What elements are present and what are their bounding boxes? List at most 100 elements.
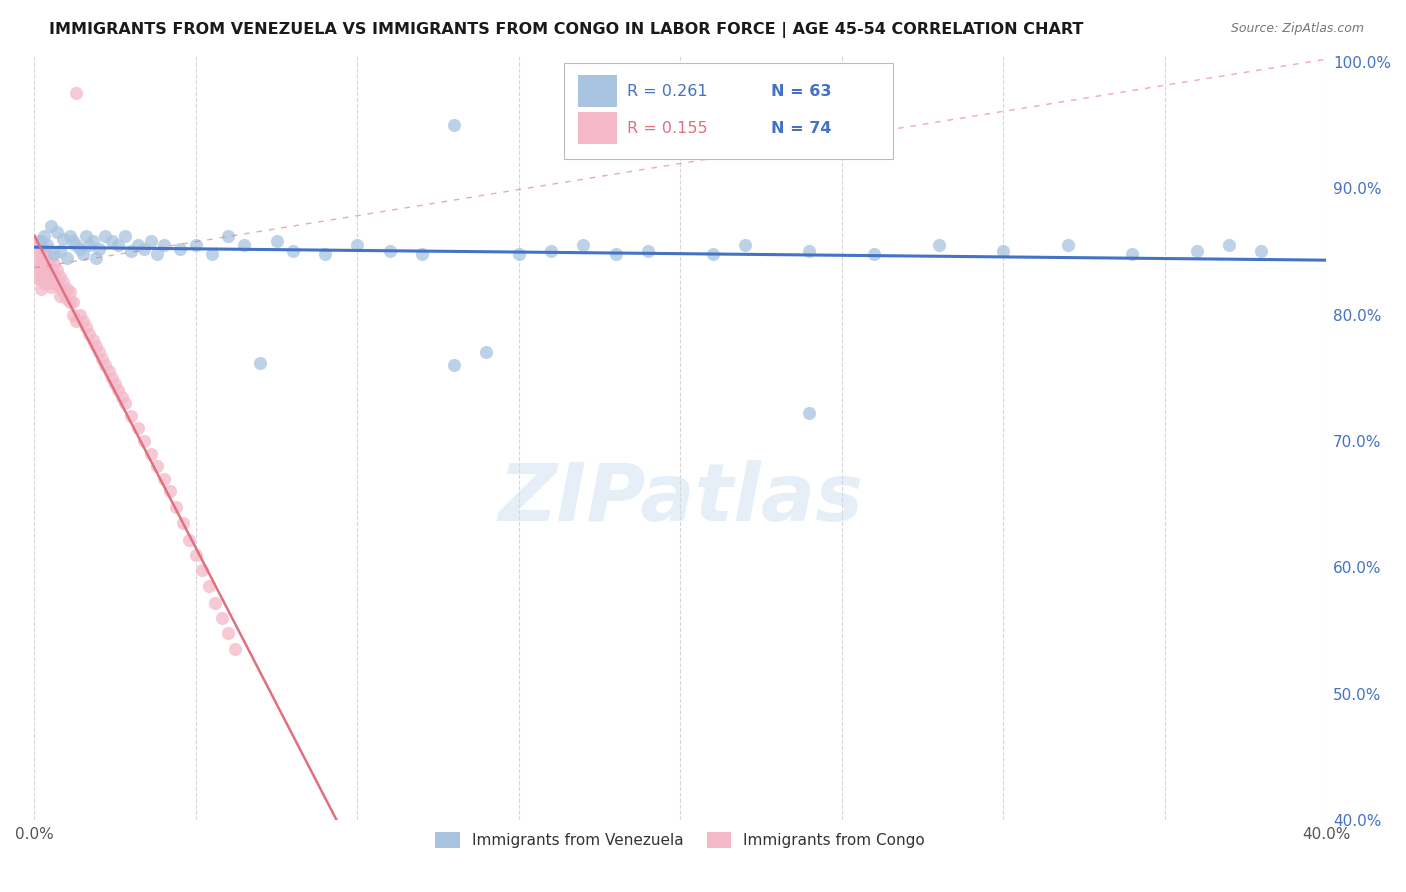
Point <box>39 260 62 274</box>
Point <box>107 384 129 398</box>
Point <box>75 229 97 244</box>
Point <box>27 263 49 277</box>
Point <box>55 293 77 307</box>
Point <box>799 406 821 420</box>
Point <box>734 238 756 252</box>
Point <box>37 247 59 261</box>
Point <box>30 263 52 277</box>
Point <box>59 229 82 244</box>
Point <box>62 234 84 248</box>
Point <box>59 294 82 309</box>
Point <box>46 226 69 240</box>
Point <box>991 244 1014 259</box>
Point <box>217 626 239 640</box>
Point <box>1218 238 1240 252</box>
Point <box>540 244 562 259</box>
Point <box>39 269 62 284</box>
Point <box>39 251 62 265</box>
Point <box>134 242 156 256</box>
Point <box>32 242 55 256</box>
Point <box>146 247 169 261</box>
Point <box>443 358 465 372</box>
Point <box>101 234 124 248</box>
Point <box>346 238 368 252</box>
Point <box>30 234 52 248</box>
Point <box>152 238 174 252</box>
Point <box>191 563 214 577</box>
Point <box>82 234 104 248</box>
Point <box>508 247 530 261</box>
Point <box>30 234 52 248</box>
Point <box>32 276 55 290</box>
Point <box>224 642 246 657</box>
Point <box>104 377 127 392</box>
Point <box>159 484 181 499</box>
Point <box>281 244 304 259</box>
Point <box>52 285 75 299</box>
Bar <box>578 75 617 107</box>
Point <box>411 247 433 261</box>
Point <box>637 244 659 259</box>
Point <box>110 390 132 404</box>
Point <box>65 314 87 328</box>
Point <box>55 251 77 265</box>
Text: ZIPatlas: ZIPatlas <box>498 460 863 538</box>
Point <box>605 247 627 261</box>
Point <box>82 333 104 347</box>
Point <box>49 288 72 302</box>
Point <box>87 345 110 359</box>
Point <box>572 238 595 252</box>
Point <box>1121 247 1143 261</box>
Point <box>475 345 498 359</box>
Point <box>127 238 149 252</box>
Point <box>107 238 129 252</box>
Point <box>30 282 52 296</box>
Point <box>120 244 142 259</box>
Point <box>37 267 59 281</box>
Point <box>201 247 224 261</box>
Text: R = 0.261: R = 0.261 <box>627 84 707 99</box>
Point <box>72 314 94 328</box>
Point <box>378 244 401 259</box>
Point <box>30 272 52 286</box>
Point <box>211 611 233 625</box>
Point <box>46 263 69 277</box>
Point <box>249 355 271 369</box>
Point <box>91 351 114 366</box>
Point <box>166 500 188 514</box>
Point <box>27 234 49 248</box>
Point <box>134 434 156 448</box>
Point <box>75 320 97 334</box>
Point <box>62 294 84 309</box>
Point <box>184 548 207 562</box>
Point <box>179 533 201 547</box>
Text: R = 0.155: R = 0.155 <box>627 120 707 136</box>
Point <box>266 234 288 248</box>
Point <box>42 247 65 261</box>
Point <box>127 421 149 435</box>
Point <box>146 459 169 474</box>
Point <box>72 247 94 261</box>
Text: IMMIGRANTS FROM VENEZUELA VS IMMIGRANTS FROM CONGO IN LABOR FORCE | AGE 45-54 CO: IMMIGRANTS FROM VENEZUELA VS IMMIGRANTS … <box>49 22 1084 38</box>
Point <box>77 326 100 341</box>
Point <box>32 267 55 281</box>
Point <box>27 254 49 268</box>
Point <box>37 257 59 271</box>
Point <box>55 282 77 296</box>
Point <box>77 238 100 252</box>
Point <box>669 99 692 113</box>
Point <box>49 269 72 284</box>
Legend: Immigrants from Venezuela, Immigrants from Congo: Immigrants from Venezuela, Immigrants fr… <box>429 826 931 855</box>
Text: N = 63: N = 63 <box>770 84 831 99</box>
Point <box>169 242 191 256</box>
Point <box>139 234 162 248</box>
Point <box>27 244 49 259</box>
Point <box>52 232 75 246</box>
Point <box>97 364 120 378</box>
Point <box>52 275 75 289</box>
Point <box>32 251 55 265</box>
Point <box>30 244 52 259</box>
Point <box>69 242 91 256</box>
Point <box>443 118 465 132</box>
Point <box>65 87 87 101</box>
